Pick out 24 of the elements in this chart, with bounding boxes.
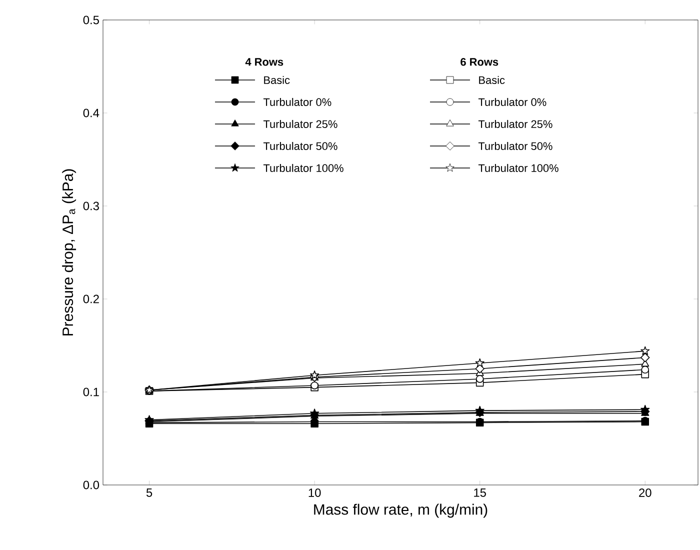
y-tick-label: 0.4: [83, 108, 100, 118]
y-tick-label: 0.3: [83, 202, 99, 210]
legend-label: Turbulator 50%: [478, 142, 552, 150]
annotation: 4 Rows: [245, 58, 284, 66]
legend-label: Turbulator 0%: [478, 98, 546, 106]
y-tick-label: 0.1: [83, 388, 99, 396]
legend-label: Turbulator 25%: [263, 120, 338, 128]
y-axis-title: Pressure drop, ΔP$_{a}$ (kPa): [62, 169, 76, 336]
x-tick-label: 10: [308, 488, 321, 497]
legend-label: Turbulator 25%: [478, 120, 552, 128]
legend-label: Basic: [479, 76, 505, 84]
legend-label: Basic: [264, 76, 290, 84]
y-tick-label: 0.2: [83, 294, 99, 304]
x-axis-title: Mass flow rate, m (kg/min): [314, 504, 488, 518]
annotation: 6 Rows: [460, 58, 498, 66]
legend-label: Turbulator 0%: [263, 98, 332, 106]
y-tick-label: 0.5: [83, 16, 99, 24]
y-tick-label: 0.0: [83, 480, 100, 490]
x-tick-label: 5: [146, 488, 152, 497]
legend-label: Turbulator 100%: [478, 164, 558, 172]
legend-label: Turbulator 100%: [263, 164, 344, 172]
x-tick-label: 20: [639, 488, 652, 497]
legend-label: Turbulator 50%: [263, 142, 338, 150]
x-tick-label: 15: [474, 488, 486, 497]
